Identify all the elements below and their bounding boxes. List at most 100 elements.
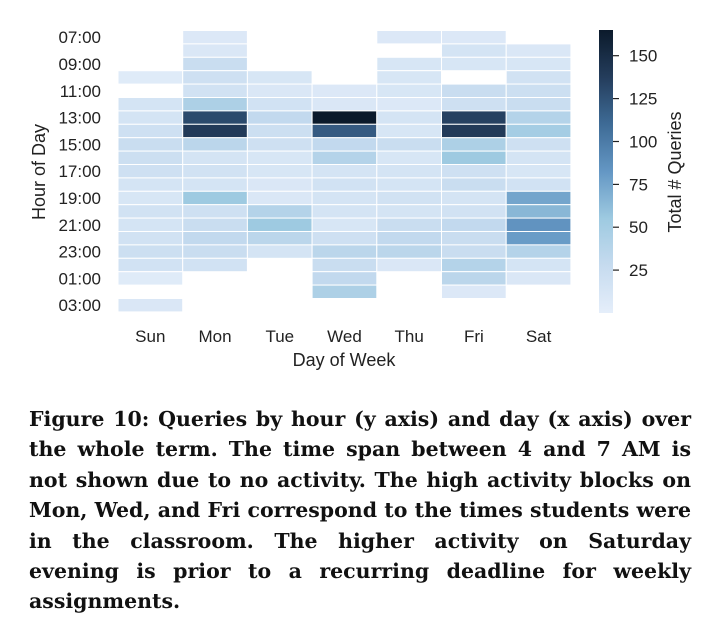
heatmap-cell-mon-1600 [182,150,248,166]
heatmap-cell-sat-2100 [505,217,572,233]
heatmap-cell-mon-2100 [182,217,248,233]
heatmap-cell-fri-0900 [441,56,507,72]
heatmap-cell-fri-2200 [441,231,507,246]
heatmap-cell-wed-1900 [311,190,378,206]
heatmap-cell-thu-1100 [376,83,442,98]
x-tick-label: Thu [395,327,424,346]
heatmap-cell-mon-1500 [182,137,248,152]
y-tick-label: 19:00 [58,189,101,208]
colorbar-tick-label: 50 [629,218,648,237]
heatmap-cell-mon-0700 [182,30,248,45]
heatmap-cell-thu-1900 [376,190,442,206]
y-tick-label: 09:00 [58,55,101,74]
heatmap-cell-mon-1100 [182,83,248,98]
heatmap-cell-thu-2200 [376,231,442,246]
y-tick-label: 17:00 [58,162,101,181]
heatmap-cell-mon-1800 [182,177,248,192]
heatmap-cell-wed-0200 [311,284,378,300]
y-tick-label: 11:00 [60,82,101,101]
heatmap-cell-tue-2000 [246,204,313,219]
y-tick-label: 01:00 [58,269,101,288]
heatmap-cell-sat-1500 [505,137,572,152]
heatmap-cell-sun-1500 [117,137,184,152]
heatmap-cell-thu-0700 [376,30,442,45]
heatmap-figure: 07:00 09:00 11:00 13:00 15:00 17:00 19:00 21:00… [29,28,685,370]
colorbar-label: Total # Queries [665,111,685,232]
x-tick-label: Sun [135,327,165,346]
heatmap-cell-sat-2000 [505,204,572,219]
heatmap-cell-wed-1300 [311,110,378,125]
heatmap-cell-mon-1300 [182,110,248,125]
heatmap-cell-thu-2100 [376,217,442,233]
heatmap-cell-sun-2200 [117,231,184,246]
heatmap-cell-mon-1900 [182,190,248,206]
heatmap-cell-fri-1100 [441,83,507,98]
heatmap-cell-sun-0300 [117,298,184,313]
heatmap-cell-thu-1800 [376,177,442,192]
heatmap-cell-mon-2000 [182,204,248,219]
heatmap-cell-mon-2300 [182,244,248,259]
x-tick-label: Fri [464,327,484,346]
heatmap-cell-sat-1000 [505,70,572,85]
heatmap-cell-mon-1000 [182,70,248,85]
heatmap-cell-sat-1200 [505,97,572,112]
heatmap-cell-fri-1900 [441,190,507,206]
heatmap-cell-sat-0800 [505,43,572,58]
heatmap-cell-wed-0000 [311,257,378,273]
y-tick-label: 03:00 [58,296,101,315]
heatmap-cell-tue-2300 [246,244,313,259]
heatmap-cell-tue-1100 [246,83,313,98]
heatmap-cell-sat-1900 [505,190,572,206]
heatmap-cell-thu-2000 [376,204,442,219]
heatmap-cell-wed-1500 [311,137,378,152]
x-tick-label: Sat [526,327,552,346]
heatmap-cell-wed-1100 [311,83,378,98]
heatmap-cell-tue-1500 [246,137,313,152]
heatmap-cell-thu-1500 [376,137,442,152]
heatmap-cell-mon-1700 [182,164,248,179]
heatmap-cell-thu-1200 [376,97,442,112]
heatmap-cell-wed-2200 [311,231,378,246]
heatmap-cell-sun-0000 [117,257,184,273]
colorbar-tick-label: 150 [629,47,657,66]
heatmap-cell-sat-1100 [505,83,572,98]
heatmap-cell-fri-1500 [441,137,507,152]
colorbar-tick-label: 125 [629,90,657,109]
heatmap-cell-wed-2000 [311,204,378,219]
heatmap-cell-mon-0800 [182,43,248,58]
heatmap-cell-sun-2000 [117,204,184,219]
heatmap-cell-tue-1300 [246,110,313,125]
heatmap-cell-fri-1600 [441,150,507,166]
heatmap-cell-fri-2100 [441,217,507,233]
heatmap-cell-sun-1000 [117,70,184,85]
heatmap-cell-tue-1600 [246,150,313,166]
heatmap-cell-wed-1700 [311,164,378,179]
y-tick-label: 23:00 [58,243,101,262]
heatmap-cell-sat-2200 [505,231,572,246]
heatmap-cell-sat-0900 [505,56,572,72]
heatmap-cell-sun-0100 [117,271,184,286]
x-axis-ticks: Sun Mon Tue Wed Thu Fri Sat [135,327,551,346]
heatmap-cell-fri-0000 [441,257,507,273]
heatmap-cell-thu-2300 [376,244,442,259]
y-tick-label: 13:00 [58,109,101,128]
colorbar-tick-label: 100 [629,133,657,152]
heatmap-cell-tue-1200 [246,97,313,112]
heatmap-cell-thu-1300 [376,110,442,125]
y-tick-label: 21:00 [58,216,101,235]
heatmap-cell-thu-0900 [376,56,442,72]
heatmap-cell-mon-0000 [182,257,248,273]
heatmap-cell-tue-1400 [246,123,313,139]
heatmap-cell-tue-1000 [246,70,313,85]
heatmap-cell-sun-2100 [117,217,184,233]
heatmap-cell-tue-2100 [246,217,313,233]
heatmap-cell-sat-1300 [505,110,572,125]
heatmap-cell-fri-0700 [441,30,507,45]
heatmap-cell-sat-0000 [505,257,572,273]
heatmap-cell-wed-1400 [311,123,378,139]
heatmap-cell-fri-0200 [441,284,507,300]
colorbar-tick-label: 75 [629,175,648,194]
heatmap-cell-wed-2300 [311,244,378,259]
y-tick-label: 15:00 [58,135,101,154]
heatmap-cell-sun-1700 [117,164,184,179]
